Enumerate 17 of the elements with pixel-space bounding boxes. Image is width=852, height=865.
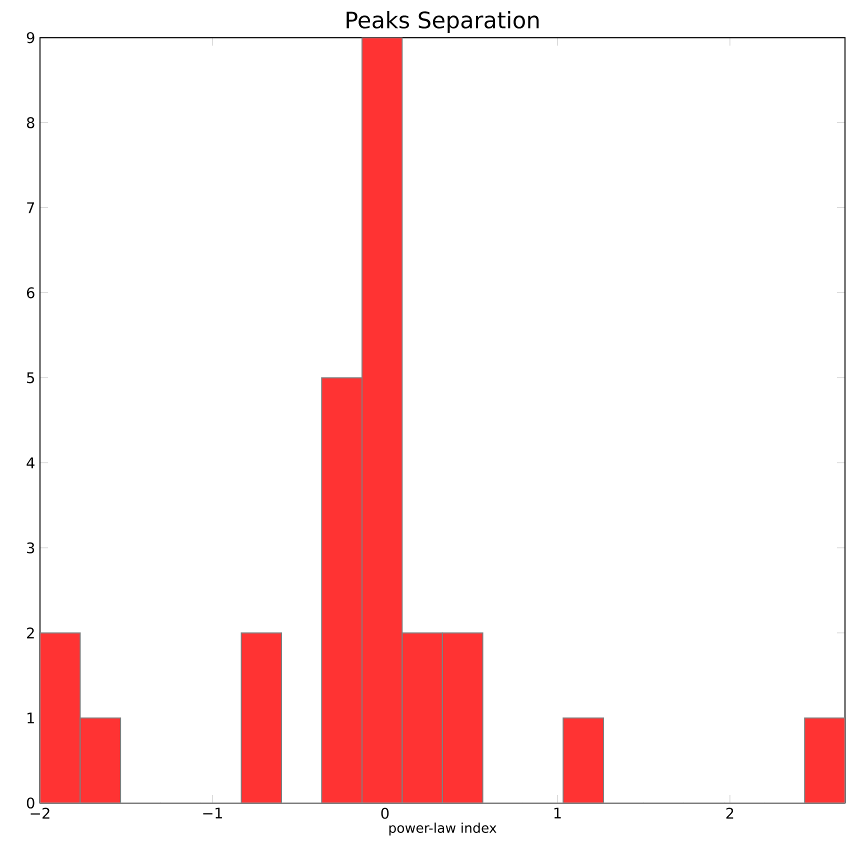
y-tick-label: 2 bbox=[27, 627, 34, 638]
y-tick-label: 0 bbox=[26, 797, 34, 809]
x-axis-title: power-law index bbox=[389, 822, 496, 836]
y-tick-label: 1 bbox=[28, 712, 34, 724]
y-tick-label: 7 bbox=[27, 202, 34, 214]
x-tick-label: 0 bbox=[381, 808, 389, 819]
chart-title: Peaks Separation bbox=[346, 11, 539, 33]
y-tick-label: 3 bbox=[27, 542, 34, 554]
x-tick-label: 2 bbox=[726, 808, 734, 819]
x-tick-label: 1 bbox=[554, 808, 561, 818]
y-tick-label: 4 bbox=[26, 458, 34, 468]
x-tick-label: −2 bbox=[30, 808, 50, 819]
y-tick-label: 6 bbox=[26, 287, 34, 298]
y-tick-label: 8 bbox=[26, 117, 34, 128]
y-tick-label: 5 bbox=[27, 372, 34, 384]
y-tick-label: 9 bbox=[26, 32, 34, 44]
x-tick-label: −1 bbox=[203, 808, 222, 818]
